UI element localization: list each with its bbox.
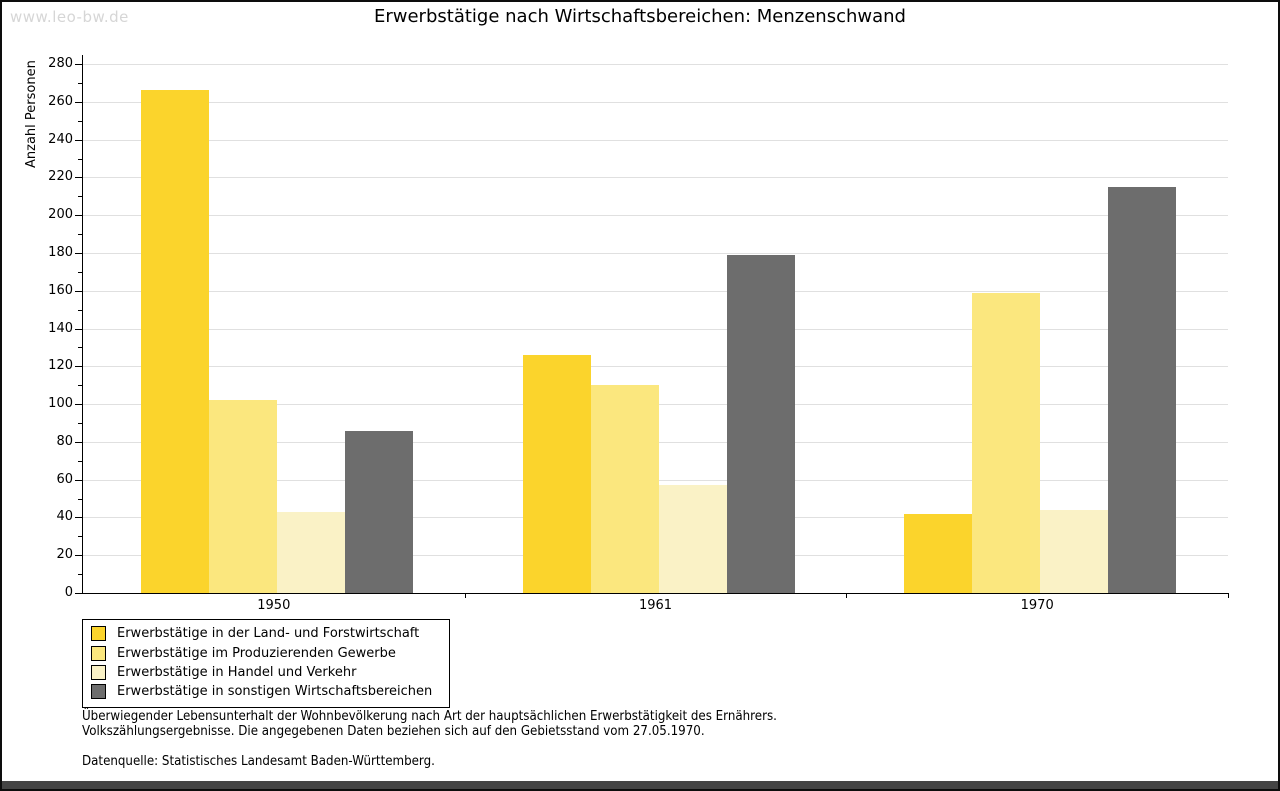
y-tick-label: 180 (48, 244, 73, 260)
watermark: www.leo-bw.de (10, 8, 129, 26)
y-tick-label: 0 (64, 585, 73, 600)
gridline (83, 64, 1228, 65)
y-tick-minor (78, 309, 82, 311)
y-tick-label: 220 (48, 169, 73, 185)
bar (141, 90, 209, 593)
y-tick-label: 100 (48, 396, 73, 412)
y-tick-major (75, 404, 82, 406)
legend-label: Erwerbstätige in sonstigen Wirtschaftsbe… (117, 684, 433, 700)
gridline (83, 101, 1228, 103)
y-tick-minor (78, 196, 82, 198)
bar (209, 400, 277, 593)
gridline (83, 290, 1228, 292)
x-axis-tick (1228, 593, 1229, 598)
y-tick-major (75, 252, 82, 254)
bar (1040, 509, 1109, 593)
y-tick-major (75, 593, 82, 594)
y-tick-major (75, 177, 82, 179)
y-tick-minor (78, 271, 82, 273)
bar (345, 430, 413, 593)
gridline (83, 366, 1228, 368)
y-tick-label: 260 (48, 93, 73, 109)
legend-item: Erwerbstätige in der Land- und Forstwirt… (91, 624, 443, 643)
legend-item: Erwerbstätige in Handel und Verkehr (91, 663, 443, 682)
x-category-label: 1970 (1020, 598, 1054, 613)
bar (1108, 186, 1177, 593)
gridline (83, 139, 1228, 141)
y-tick-major (75, 139, 82, 141)
y-tick-major (75, 479, 82, 481)
y-tick-label: 240 (48, 131, 73, 147)
legend-item: Erwerbstätige im Produzierenden Gewerbe (91, 643, 443, 662)
x-axis-tick (464, 593, 466, 598)
y-tick-minor (78, 460, 82, 462)
y-tick-major (75, 64, 82, 65)
x-category-label: 1950 (257, 598, 291, 613)
bar (726, 254, 795, 593)
gridline (83, 252, 1228, 254)
x-axis-tick (846, 593, 848, 598)
y-tick-label: 40 (56, 509, 73, 525)
y-tick-minor (78, 574, 82, 576)
bar (277, 511, 345, 593)
footnote-line-1: Überwiegender Lebensunterhalt der Wohnbe… (82, 709, 777, 724)
bar (522, 355, 591, 593)
y-tick-major (75, 290, 82, 292)
y-tick-minor (78, 347, 82, 349)
plot-area: 0 20 40 60 80 100 120 140 160 180 200 220 240 260 280 1… (48, 55, 1229, 613)
y-tick-label: 200 (48, 207, 73, 223)
y-tick-minor (78, 234, 82, 235)
gridline (83, 177, 1228, 179)
legend-item: Erwerbstätige in sonstigen Wirtschaftsbe… (91, 682, 443, 701)
y-tick-minor (78, 385, 82, 387)
legend-swatch (91, 645, 106, 661)
y-tick-label: 280 (48, 56, 73, 71)
y-tick-major (75, 215, 82, 217)
y-tick-major (75, 441, 82, 443)
y-tick-major (75, 366, 82, 368)
y-tick-label: 140 (48, 320, 73, 336)
y-tick-minor (78, 82, 82, 84)
y-axis-title: Anzahl Personen (24, 60, 39, 168)
legend-swatch (91, 626, 106, 642)
source-line: Datenquelle: Statistisches Landesamt Bad… (82, 754, 435, 769)
y-tick-major (75, 517, 82, 519)
legend-swatch (91, 684, 106, 700)
y-tick-label: 20 (56, 547, 73, 563)
bar (590, 385, 659, 593)
y-tick-minor (78, 498, 82, 500)
footnote-line-2: Volkszählungsergebnisse. Die angegebenen… (82, 723, 705, 739)
y-tick-label: 160 (48, 282, 73, 298)
bar (904, 513, 973, 593)
bar (972, 292, 1041, 593)
x-category-label: 1961 (638, 598, 673, 613)
chart-title: Erwerbstätige nach Wirtschaftsbereichen:… (373, 6, 906, 27)
legend-label: Erwerbstätige in der Land- und Forstwirt… (117, 626, 420, 642)
y-tick-minor (78, 158, 82, 160)
y-tick-minor (78, 120, 82, 122)
gridline (83, 215, 1228, 217)
y-tick-label: 60 (56, 471, 73, 487)
y-tick-major (75, 101, 82, 103)
y-tick-minor (78, 423, 82, 424)
y-tick-minor (78, 536, 82, 538)
footnotes: Überwiegender Lebensunterhalt der Wohnbe… (82, 709, 777, 739)
legend-label: Erwerbstätige in Handel und Verkehr (117, 664, 357, 680)
y-tick-major (75, 328, 82, 330)
gridline (83, 328, 1228, 330)
legend-swatch (91, 664, 106, 680)
legend: Erwerbstätige in der Land- und Forstwirt… (82, 619, 450, 708)
bottom-bar (2, 781, 1278, 789)
bar (658, 485, 727, 593)
y-tick-label: 80 (56, 433, 73, 449)
y-tick-major (75, 555, 82, 557)
y-tick-label: 120 (48, 358, 73, 374)
legend-label: Erwerbstätige im Produzierenden Gewerbe (117, 645, 396, 661)
